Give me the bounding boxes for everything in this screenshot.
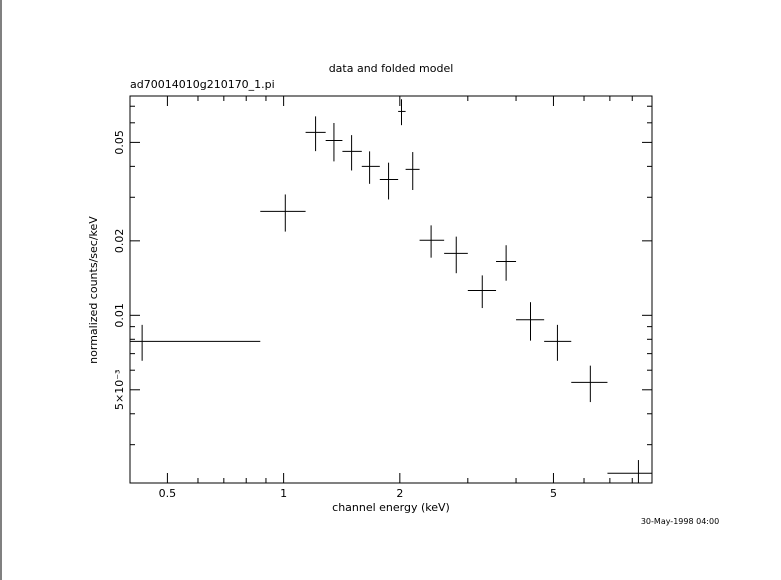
x-axis-label: channel energy (keV) — [332, 501, 450, 514]
timestamp: 30-May-1998 04:00 — [641, 517, 719, 526]
chart-title: data and folded model — [329, 62, 454, 75]
x-tick-label: 2 — [396, 487, 403, 500]
y-axis-label: normalized counts/sec/keV — [87, 216, 100, 364]
chart-subtitle: ad70014010g210170_1.pi — [130, 78, 275, 91]
y-tick-label: 0.02 — [113, 229, 126, 254]
x-tick-label: 0.5 — [159, 487, 177, 500]
y-tick-label: 0.01 — [113, 303, 126, 328]
plot-frame — [129, 95, 653, 484]
y-tick-label: 0.05 — [113, 130, 126, 155]
y-tick-label: 5×10⁻³ — [113, 370, 126, 410]
x-tick-label: 5 — [550, 487, 557, 500]
x-tick-label: 1 — [280, 487, 287, 500]
